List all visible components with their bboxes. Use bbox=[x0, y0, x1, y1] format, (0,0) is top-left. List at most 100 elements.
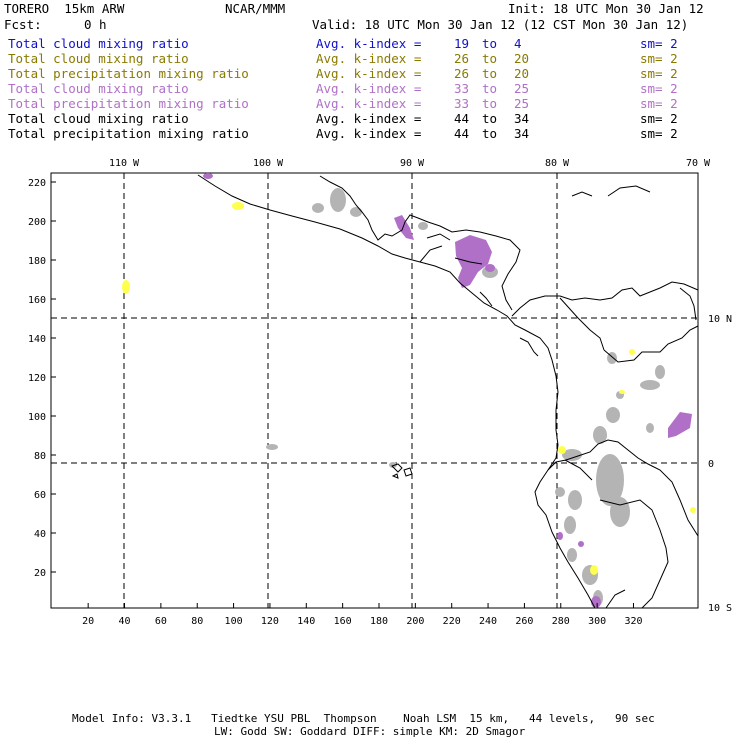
y-tick-label: 160 bbox=[28, 295, 46, 306]
legend-kindex-to: 34 bbox=[514, 126, 530, 141]
y-tick-label: 140 bbox=[28, 334, 46, 345]
cloud-patch bbox=[562, 449, 582, 461]
legend-kindex-from: 33 bbox=[454, 81, 470, 96]
legend-field: Total cloud mixing ratio bbox=[8, 51, 189, 66]
x-tick-label: 320 bbox=[624, 616, 642, 627]
longitude-label: 80 W bbox=[545, 158, 570, 169]
legend-kindex-to: 25 bbox=[514, 81, 530, 96]
cloud-patch bbox=[590, 565, 598, 575]
legend-to-word: to bbox=[482, 96, 498, 111]
border-line bbox=[603, 325, 699, 363]
cloud-patch bbox=[350, 207, 362, 217]
legend-to-word: to bbox=[482, 111, 498, 126]
legend-field: Total cloud mixing ratio bbox=[8, 36, 189, 51]
border-line bbox=[559, 297, 605, 351]
cloud-patch bbox=[578, 541, 584, 547]
y-tick-label: 20 bbox=[34, 568, 46, 579]
legend-kindex-from: 19 bbox=[454, 36, 470, 51]
x-tick-label: 60 bbox=[155, 616, 167, 627]
legend-kindex-label: Avg. k-index = bbox=[316, 66, 422, 81]
cloud-patch bbox=[668, 412, 692, 438]
legend-kindex-label: Avg. k-index = bbox=[316, 81, 422, 96]
caribbean-island bbox=[607, 185, 651, 197]
x-tick-label: 120 bbox=[261, 616, 279, 627]
y-tick-label: 220 bbox=[28, 178, 46, 189]
legend-smoothing: sm= 2 bbox=[640, 81, 678, 96]
x-tick-label: 160 bbox=[334, 616, 352, 627]
legend-smoothing: sm= 2 bbox=[640, 51, 678, 66]
legend-kindex-from: 26 bbox=[454, 66, 470, 81]
border-line bbox=[454, 257, 483, 265]
longitude-label: 90 W bbox=[400, 158, 425, 169]
x-tick-label: 240 bbox=[479, 616, 497, 627]
legend-kindex-from: 44 bbox=[454, 111, 470, 126]
legend-smoothing: sm= 2 bbox=[640, 126, 678, 141]
x-tick-label: 80 bbox=[191, 616, 203, 627]
y-tick-label: 180 bbox=[28, 256, 46, 267]
x-tick-label: 40 bbox=[118, 616, 130, 627]
legend-kindex-to: 34 bbox=[514, 111, 530, 126]
cloud-patch bbox=[558, 446, 566, 454]
legend-to-word: to bbox=[482, 51, 498, 66]
cloud-patch bbox=[629, 349, 635, 355]
model-title: TORERO 15km ARW bbox=[4, 1, 125, 16]
north-sa-coastline bbox=[511, 281, 699, 317]
legend-smoothing: sm= 2 bbox=[640, 66, 678, 81]
legend-kindex-from: 26 bbox=[454, 51, 470, 66]
cloud-patch bbox=[394, 215, 414, 240]
cloud-patch bbox=[591, 596, 601, 608]
galapagos-island bbox=[403, 467, 413, 477]
legend-to-word: to bbox=[482, 36, 498, 51]
x-tick-label: 140 bbox=[297, 616, 315, 627]
cloud-patch bbox=[564, 516, 576, 534]
legend-to-word: to bbox=[482, 66, 498, 81]
valid-time: Valid: 18 UTC Mon 30 Jan 12 (12 CST Mon … bbox=[312, 17, 689, 32]
cloud-patch bbox=[610, 497, 630, 527]
border-line bbox=[599, 499, 669, 609]
cloud-patch bbox=[640, 380, 660, 390]
legend-row: Total cloud mixing ratio Avg. k-index = 33… bbox=[8, 81, 728, 96]
longitude-label: 70 W bbox=[686, 158, 711, 169]
cloud-patch bbox=[455, 235, 492, 288]
cloud-patch bbox=[646, 423, 654, 433]
legend-smoothing: sm= 2 bbox=[640, 36, 678, 51]
model-info-line2: LW: Godd SW: Goddard DIFF: simple KM: 2D… bbox=[214, 725, 526, 738]
legend-kindex-label: Avg. k-index = bbox=[316, 96, 422, 111]
legend-smoothing: sm= 2 bbox=[640, 96, 678, 111]
border-line bbox=[547, 439, 699, 537]
legend-kindex-to: 4 bbox=[514, 36, 522, 51]
border-line bbox=[426, 233, 451, 241]
caribbean-island bbox=[571, 191, 593, 197]
cloud-patch bbox=[606, 407, 620, 423]
cloud-yellow-areas bbox=[122, 202, 696, 575]
org-label: NCAR/MMM bbox=[225, 1, 286, 16]
x-tick-label: 180 bbox=[370, 616, 388, 627]
x-tick-label: 300 bbox=[588, 616, 606, 627]
x-tick-label: 280 bbox=[552, 616, 570, 627]
legend-field: Total cloud mixing ratio bbox=[8, 81, 189, 96]
legend-row: Total precipitation mixing ratio Avg. k-i… bbox=[8, 66, 728, 81]
cloud-patch bbox=[203, 173, 213, 179]
cloud-patch bbox=[232, 202, 244, 210]
legend-smoothing: sm= 2 bbox=[640, 111, 678, 126]
cloud-patch bbox=[568, 490, 582, 510]
init-time: Init: 18 UTC Mon 30 Jan 12 bbox=[508, 1, 704, 16]
galapagos-island bbox=[391, 463, 403, 473]
legend-to-word: to bbox=[482, 81, 498, 96]
cloud-patch bbox=[557, 532, 563, 540]
pacific-coastline bbox=[197, 174, 596, 609]
legend-kindex-label: Avg. k-index = bbox=[316, 51, 422, 66]
legend-kindex-label: Avg. k-index = bbox=[316, 111, 422, 126]
legend-kindex-to: 20 bbox=[514, 66, 530, 81]
x-tick-label: 200 bbox=[406, 616, 424, 627]
legend-kindex-to: 20 bbox=[514, 51, 530, 66]
caribbean-coastline bbox=[319, 175, 521, 311]
x-tick-label: 100 bbox=[225, 616, 243, 627]
y-tick-label: 120 bbox=[28, 373, 46, 384]
y-tick-label: 100 bbox=[28, 412, 46, 423]
cloud-patch bbox=[619, 390, 625, 394]
legend-row: Total cloud mixing ratio Avg. k-index = 26… bbox=[8, 51, 728, 66]
latitude-label: 10 N bbox=[708, 314, 732, 325]
legend-row: Total precipitation mixing ratio Avg. k-i… bbox=[8, 96, 728, 111]
border-line bbox=[564, 459, 593, 481]
